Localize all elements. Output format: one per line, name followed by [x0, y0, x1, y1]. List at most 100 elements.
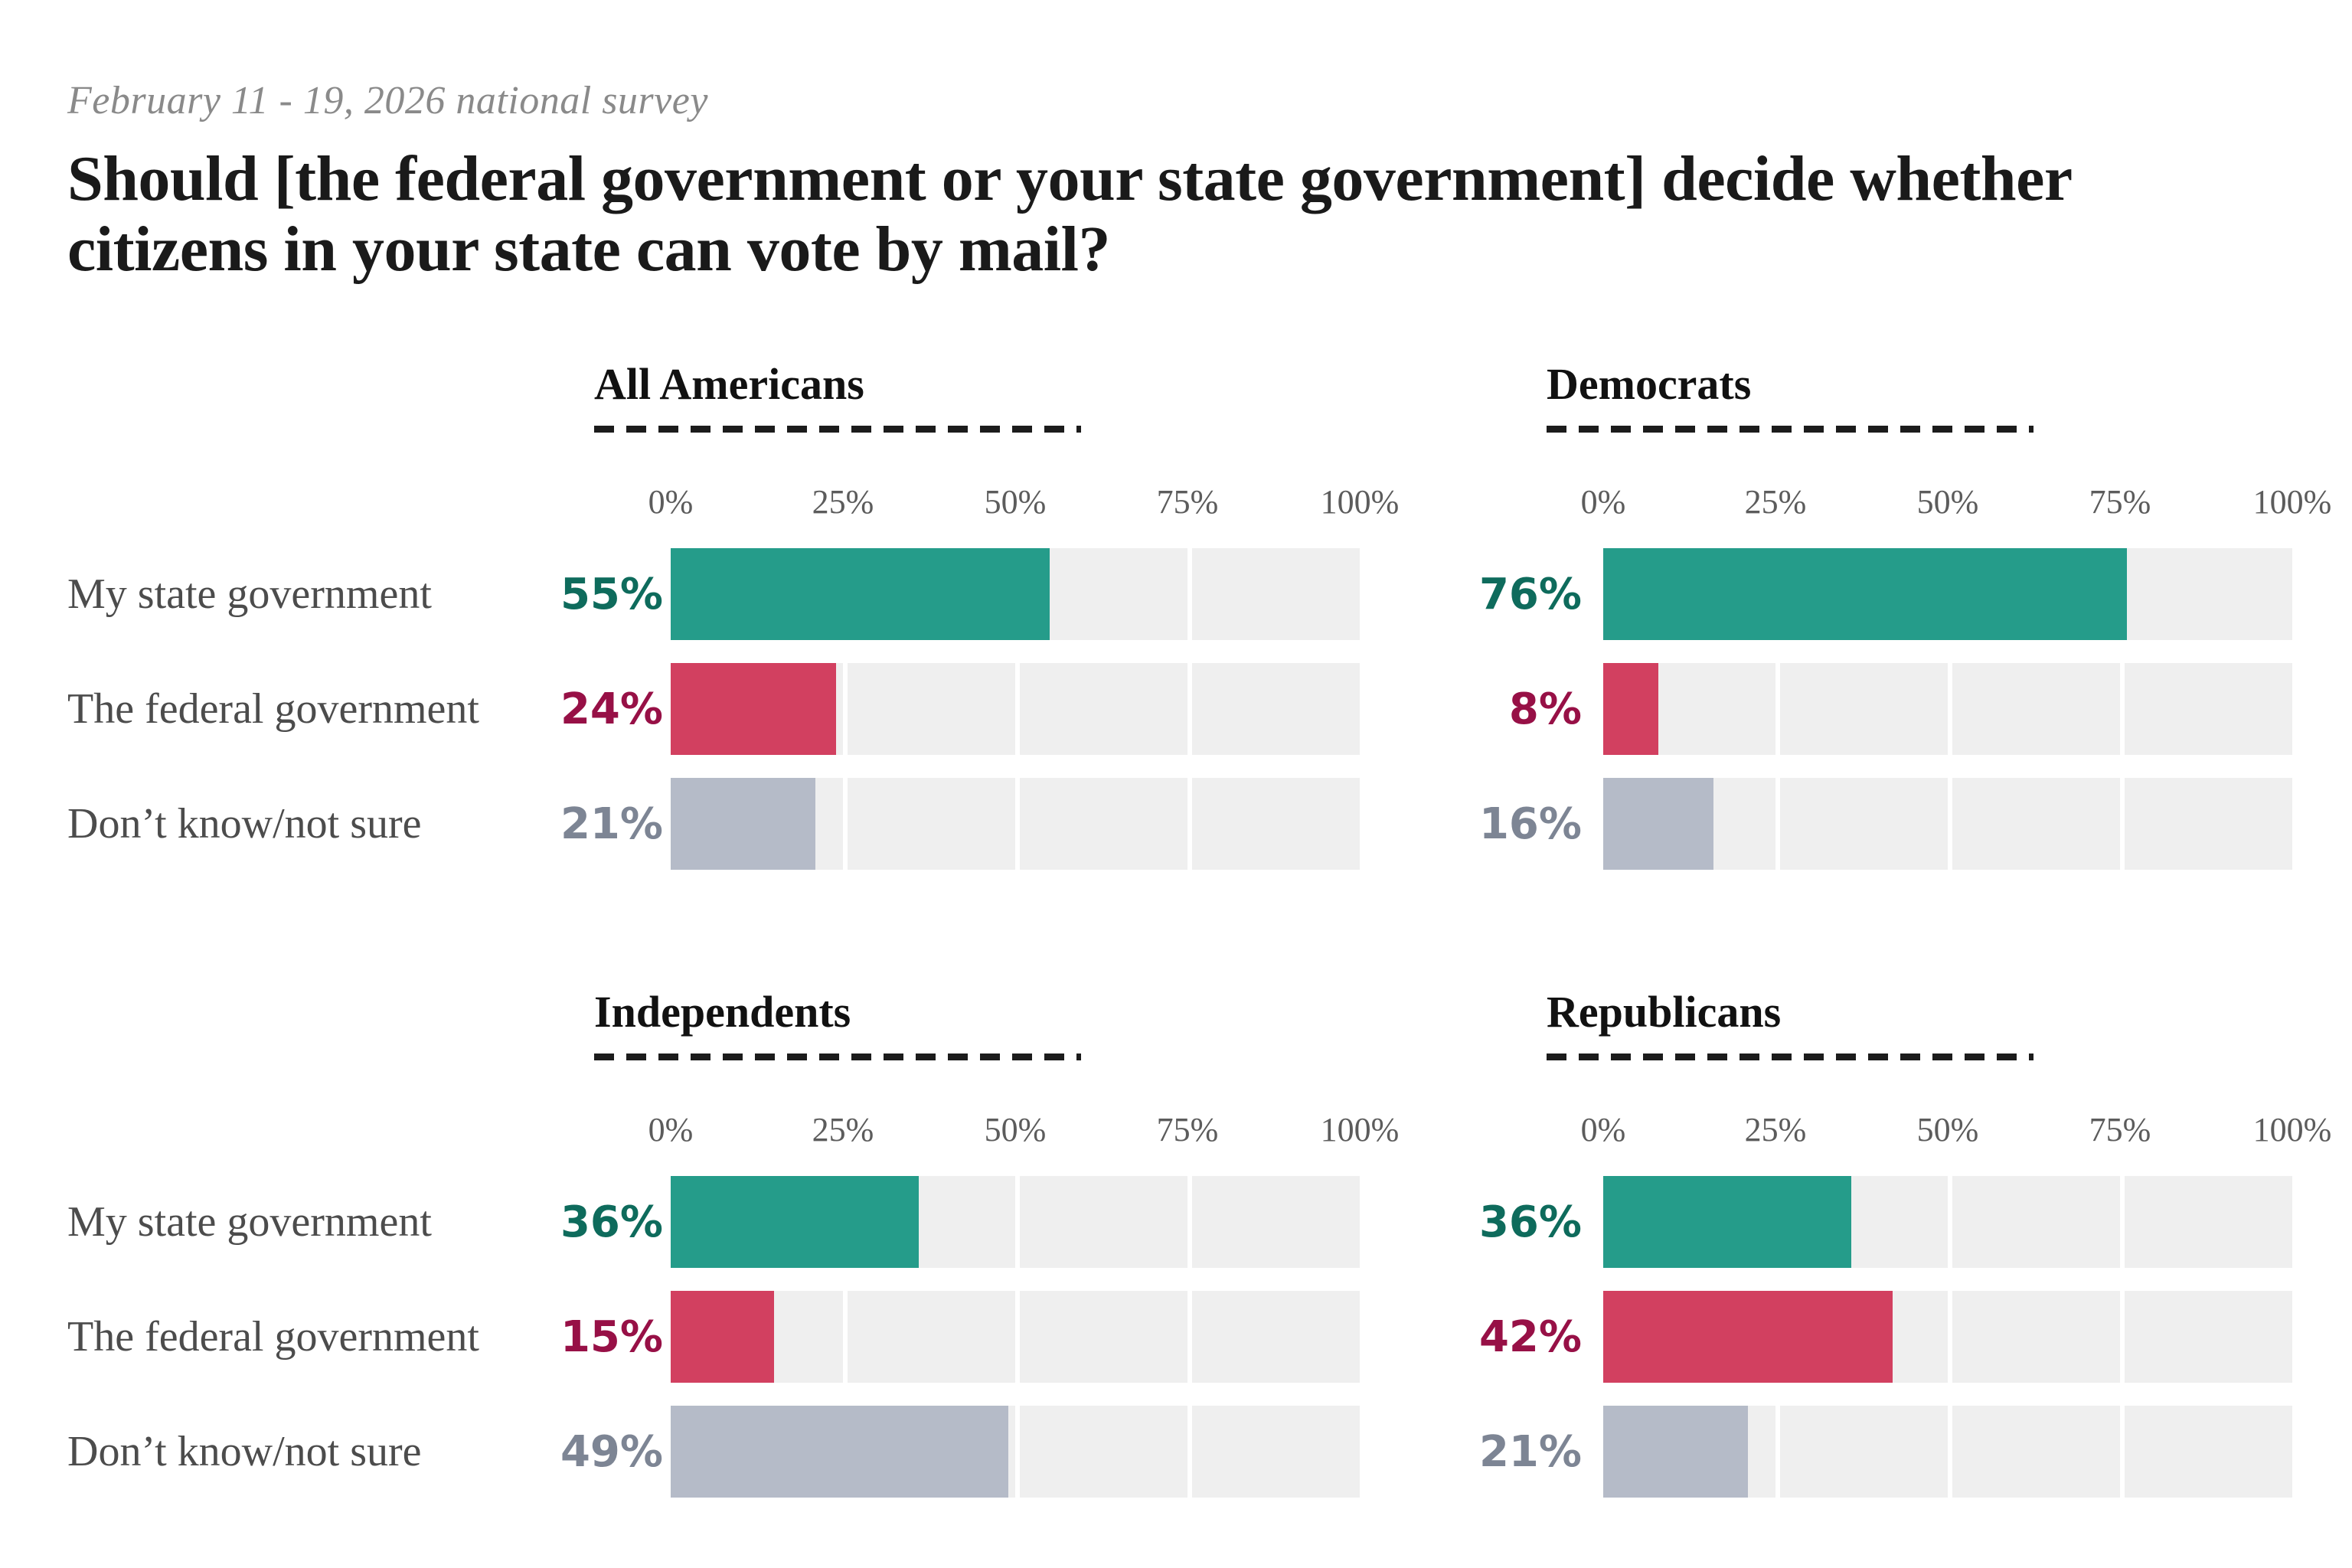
axis-tick: 0%	[1580, 1111, 1626, 1148]
track-divider	[1015, 1406, 1020, 1498]
bar-track	[1603, 1406, 2292, 1498]
axis-tick: 50%	[1916, 1111, 1979, 1148]
bar-fill	[1603, 663, 1658, 755]
axis-tick: 100%	[2252, 483, 2332, 521]
track-divider	[843, 1291, 848, 1383]
row-label: My state government	[67, 570, 432, 618]
bar-fill	[671, 663, 836, 755]
panel-row-top: My state government The federal governmen…	[67, 359, 2331, 874]
axis-tick: 25%	[812, 483, 874, 521]
track-divider	[1187, 1406, 1192, 1498]
bar-track	[1603, 548, 2292, 640]
value-label: 8%	[1508, 684, 1582, 734]
track-divider	[1775, 663, 1780, 755]
axis-tick: 50%	[984, 1111, 1047, 1148]
track-divider	[843, 778, 848, 870]
track-divider	[1775, 1406, 1780, 1498]
bar-track	[671, 1291, 1360, 1383]
track-divider	[1015, 1176, 1020, 1268]
bar-track	[1603, 1176, 2292, 1268]
page-title: Should [the federal government or your s…	[67, 143, 2318, 286]
bar-fill	[1603, 1176, 1851, 1268]
track-divider	[2120, 778, 2125, 870]
bar-track	[671, 663, 1360, 755]
value-label: 55%	[560, 569, 663, 619]
value-label: 15%	[560, 1312, 663, 1362]
row-label: Don’t know/not sure	[67, 1428, 422, 1475]
panel-title-republicans: Republicans	[1547, 987, 1782, 1037]
bar-fill	[671, 1406, 1008, 1498]
track-divider	[1948, 1291, 1952, 1383]
panel-title-underline	[1547, 426, 2034, 433]
track-divider	[1015, 1291, 1020, 1383]
axis-tick: 75%	[1156, 1111, 1219, 1148]
panel-title-underline	[1547, 1054, 2034, 1060]
bar-track	[671, 778, 1360, 870]
bar-track	[671, 1406, 1360, 1498]
track-divider	[2120, 1406, 2125, 1498]
axis-tick: 100%	[1320, 483, 1400, 521]
track-divider	[2120, 1176, 2125, 1268]
bar-fill	[671, 548, 1050, 640]
value-label: 36%	[560, 1197, 663, 1247]
value-label: 21%	[560, 799, 663, 849]
track-divider	[2120, 1291, 2125, 1383]
track-divider	[1015, 778, 1020, 870]
track-divider	[1187, 663, 1192, 755]
row-label: Don’t know/not sure	[67, 800, 422, 848]
value-label: 36%	[1478, 1197, 1582, 1247]
bar-fill	[671, 1291, 774, 1383]
axis-tick: 25%	[812, 1111, 874, 1148]
bar-fill	[1603, 778, 1713, 870]
track-divider	[1187, 1291, 1192, 1383]
axis-tick: 50%	[984, 483, 1047, 521]
track-divider	[2120, 663, 2125, 755]
bar-track	[1603, 663, 2292, 755]
value-label: 21%	[1478, 1426, 1582, 1477]
value-label: 16%	[1478, 799, 1582, 849]
value-label: 49%	[560, 1426, 663, 1477]
survey-note: February 11 - 19, 2026 national survey	[67, 79, 708, 122]
axis-tick: 0%	[648, 483, 694, 521]
page-title-line-2: citizens in your state can vote by mail?	[67, 214, 1110, 286]
axis-tick: 0%	[648, 1111, 694, 1148]
track-divider	[843, 663, 848, 755]
bar-fill	[1603, 1291, 1893, 1383]
axis-tick: 75%	[2089, 1111, 2151, 1148]
axis-tick: 100%	[2252, 1111, 2332, 1148]
value-label: 76%	[1478, 569, 1582, 619]
value-label: 24%	[560, 684, 663, 734]
axis-tick: 75%	[2089, 483, 2151, 521]
bar-fill	[671, 1176, 919, 1268]
panel-title-independents: Independents	[594, 987, 851, 1037]
bar-track	[671, 548, 1360, 640]
track-divider	[1187, 1176, 1192, 1268]
bar-track	[1603, 1291, 2292, 1383]
track-divider	[1948, 778, 1952, 870]
row-label: The federal government	[67, 685, 479, 733]
track-divider	[1187, 548, 1192, 640]
track-divider	[1775, 778, 1780, 870]
track-divider	[1948, 1176, 1952, 1268]
panel-title-underline	[594, 1054, 1081, 1060]
track-divider	[1187, 778, 1192, 870]
panel-row-bottom: My state government The federal governmen…	[67, 987, 2331, 1502]
axis-tick: 25%	[1744, 1111, 1807, 1148]
bar-fill	[1603, 1406, 1748, 1498]
axis-tick: 100%	[1320, 1111, 1400, 1148]
track-divider	[1015, 663, 1020, 755]
axis-tick: 0%	[1580, 483, 1626, 521]
track-divider	[1948, 1406, 1952, 1498]
bar-track	[1603, 778, 2292, 870]
panel-title-all-americans: All Americans	[594, 359, 864, 409]
bar-fill	[671, 778, 815, 870]
panel-title-underline	[594, 426, 1081, 433]
track-divider	[1948, 663, 1952, 755]
axis-tick: 75%	[1156, 483, 1219, 521]
panel-title-democrats: Democrats	[1547, 359, 1752, 409]
page-title-line-1: Should [the federal government or your s…	[67, 143, 2073, 214]
value-label: 42%	[1478, 1312, 1582, 1362]
axis-tick: 50%	[1916, 483, 1979, 521]
row-label: My state government	[67, 1198, 432, 1246]
